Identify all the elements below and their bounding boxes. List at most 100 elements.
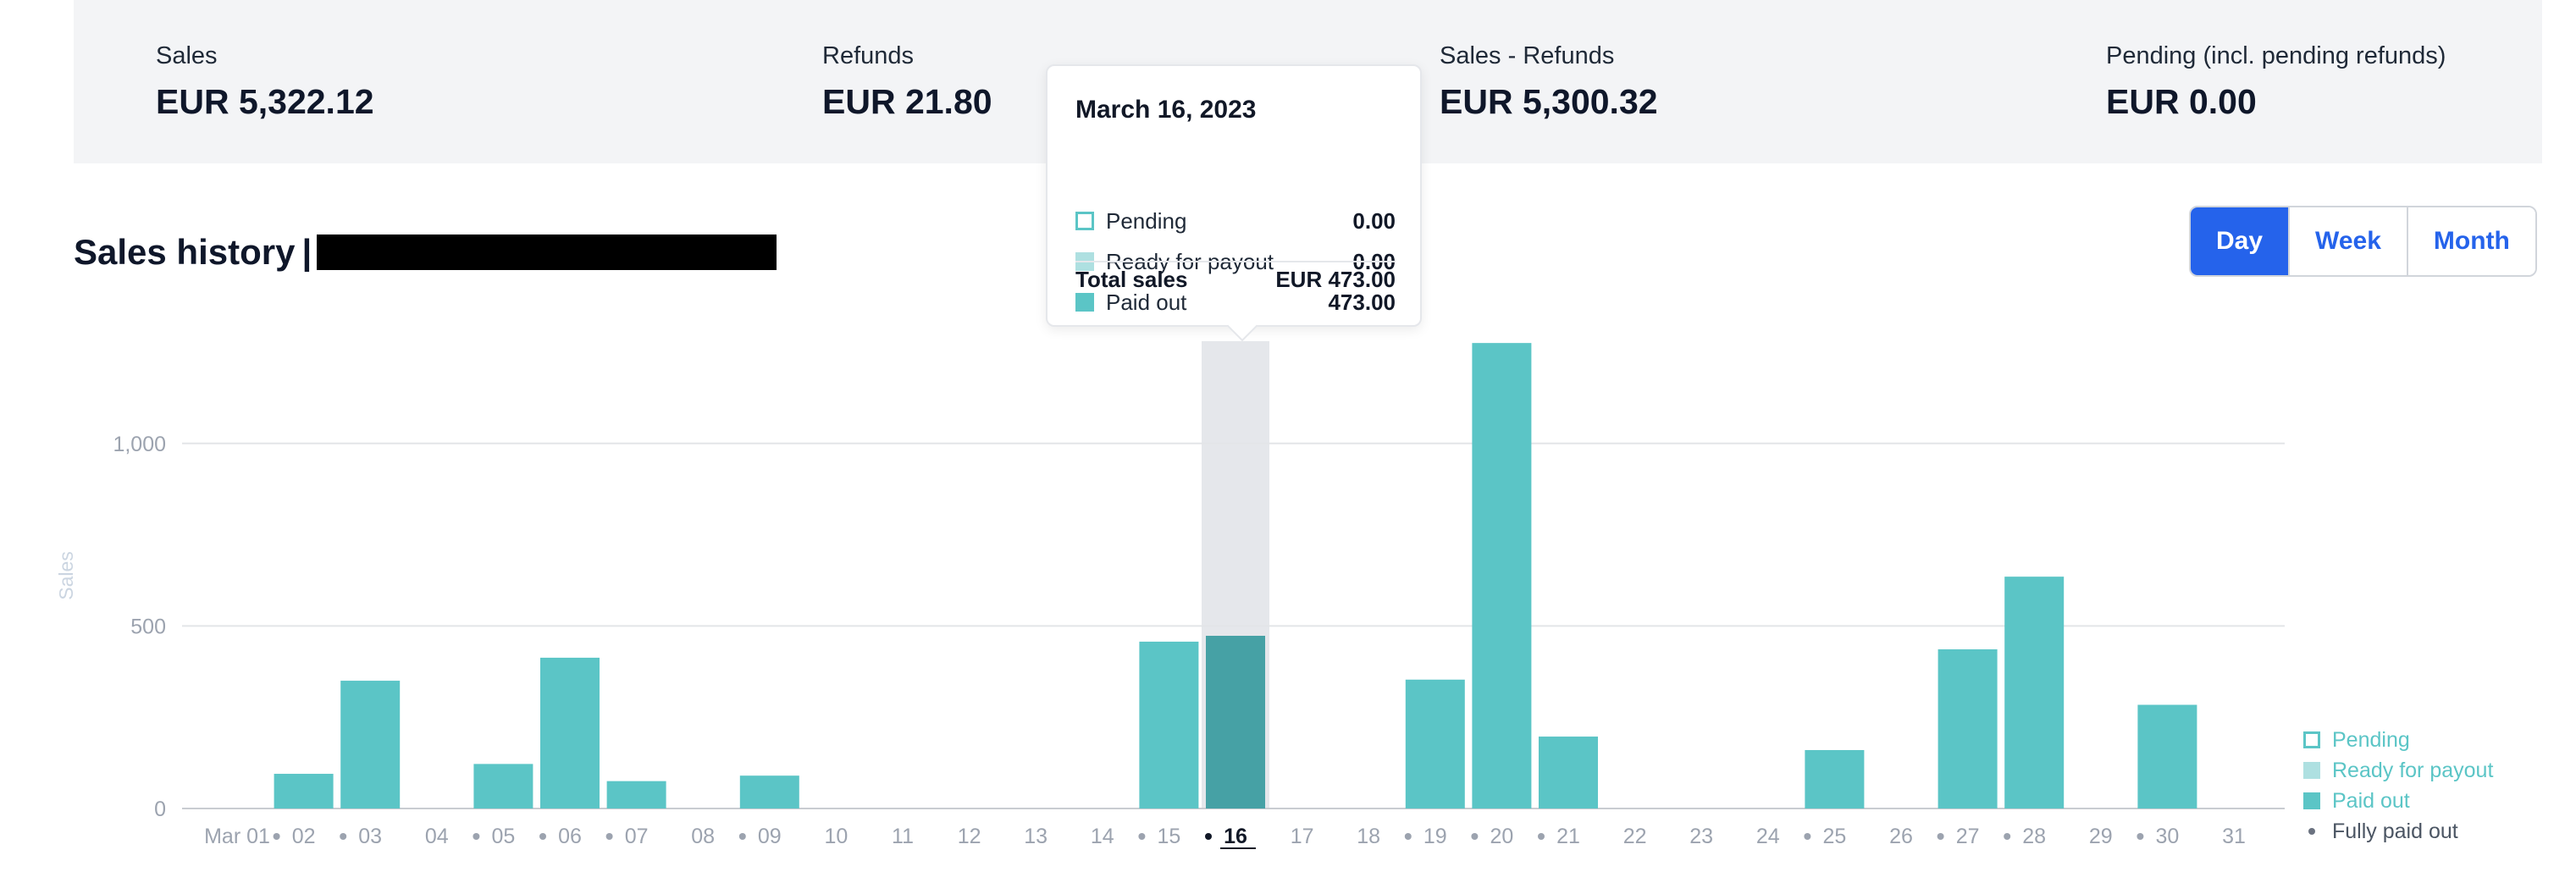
x-tick-label: 16 [1224,825,1247,848]
x-tick-label: 27 [1956,825,1980,848]
refunds-stat: Refunds EUR 21.80 [822,39,992,125]
net-stat: Sales - Refunds EUR 5,300.32 [1440,39,1658,125]
x-tick-label: 22 [1623,825,1647,848]
title-separator: | [301,232,312,272]
fully-paid-dot [1538,833,1545,840]
x-tick-label: 04 [425,825,449,848]
legend-fully-paid-label: Fully paid out [2332,819,2458,843]
tooltip-date: March 16, 2023 [1075,96,1257,124]
x-tick-label: 18 [1357,825,1380,848]
chart-tooltip: March 16, 2023 Pending 0.00 Ready for pa… [1046,64,1422,342]
fully-paid-dot-icon [2303,828,2320,835]
fully-paid-dot [2004,833,2011,840]
sales-stat: Sales EUR 5,322.12 [156,39,374,125]
fully-paid-dot [605,833,613,840]
legend-ready-swatch [2303,762,2320,779]
tooltip-row-paid: Paid out 473.00 [1075,290,1396,315]
bar-paid-out [2137,704,2197,808]
legend-fully-paid: Fully paid out [2303,816,2493,847]
period-toggle: Day Week Month [2189,206,2537,277]
x-tick-label: 12 [958,825,981,848]
month-button[interactable]: Month [2406,207,2535,275]
bar-paid-out [739,775,799,808]
page-title: Sales history | [74,229,777,276]
fully-paid-dot [738,833,746,840]
x-tick-label: 26 [1889,825,1913,848]
x-tick-label: 15 [1157,825,1180,848]
fully-paid-dot [1205,833,1212,840]
bar-paid-out [1539,737,1598,808]
chart-legend: Pending Ready for payout Paid out Fully … [2303,725,2493,847]
x-tick-label: 10 [824,825,848,848]
bar-paid-out [1472,343,1532,808]
x-tick-label: 23 [1689,825,1713,848]
x-tick-label: 09 [758,825,782,848]
x-tick-label: 03 [358,825,382,848]
x-tick-label: 02 [292,825,316,848]
bar-paid-out [1805,750,1865,808]
x-tick-label: 25 [1822,825,1846,848]
day-button[interactable]: Day [2191,207,2289,275]
x-tick-label: 30 [2155,825,2179,848]
x-tick-label: 20 [1490,825,1513,848]
legend-pending-swatch [2303,731,2320,748]
pending-label: Pending (incl. pending refunds) [2106,42,2446,69]
x-tick-label: 17 [1291,825,1314,848]
x-tick-label: 06 [558,825,582,848]
net-label: Sales - Refunds [1440,42,1615,69]
bar-paid-out [1938,648,1998,808]
bar-paid-out [2004,577,2065,808]
tooltip-total-label: Total sales [1075,266,1188,292]
fully-paid-dot [2137,833,2144,840]
x-tick-label: 13 [1024,825,1048,848]
x-tick-label: 21 [1556,825,1580,848]
fully-paid-dot [539,833,546,840]
x-tick-label: 05 [491,825,515,848]
fully-paid-dot [340,833,347,840]
bar-paid-out [340,681,401,808]
refunds-label: Refunds [822,42,915,69]
week-button[interactable]: Week [2288,207,2407,275]
refunds-value: EUR 21.80 [822,82,992,121]
tooltip-divider [1075,261,1396,262]
x-tick-label: 29 [2089,825,2113,848]
x-tick-label: 14 [1091,825,1114,848]
fully-paid-dot [1937,833,1944,840]
legend-ready[interactable]: Ready for payout [2303,755,2493,786]
tooltip-row-pending: Pending 0.00 [1075,208,1396,234]
x-tick-label: 24 [1756,825,1780,848]
tooltip-pending-label: Pending [1106,207,1187,234]
bar-paid-out [540,657,600,808]
legend-pending-label: Pending [2332,727,2410,752]
bar-paid-out [473,764,533,808]
legend-pending[interactable]: Pending [2303,725,2493,755]
fully-paid-dot [1804,833,1811,840]
x-tick-label: 07 [625,825,649,848]
pending-stat: Pending (incl. pending refunds) EUR 0.00 [2106,39,2446,125]
legend-paid-swatch [2303,792,2320,809]
legend-paid-label: Paid out [2332,788,2410,813]
pending-swatch [1075,212,1094,230]
y-axis-label: Sales [55,551,77,600]
bar-paid-out [606,781,666,808]
bar-paid-out [274,774,334,808]
fully-paid-dot [1471,833,1479,840]
y-tick-label: 1,000 [113,433,166,456]
tooltip-total: Total sales EUR 473.00 [1075,262,1396,296]
bar-paid-out [1206,636,1265,808]
legend-paid[interactable]: Paid out [2303,786,2493,816]
title-text: Sales history [74,232,296,272]
pending-value: EUR 0.00 [2106,82,2257,121]
y-tick-label: 0 [154,797,166,821]
tooltip-paid-label: Paid out [1106,289,1187,315]
x-tick-label: 08 [691,825,715,848]
fully-paid-dot [473,833,480,840]
sales-value: EUR 5,322.12 [156,82,374,121]
tooltip-pending-value: 0.00 [1352,207,1396,234]
x-tick-label: Mar 01 [204,825,270,848]
fully-paid-dot [1138,833,1146,840]
y-tick-label: 500 [130,615,166,638]
fully-paid-dot [273,833,280,840]
tooltip-paid-value: 473.00 [1328,289,1396,315]
